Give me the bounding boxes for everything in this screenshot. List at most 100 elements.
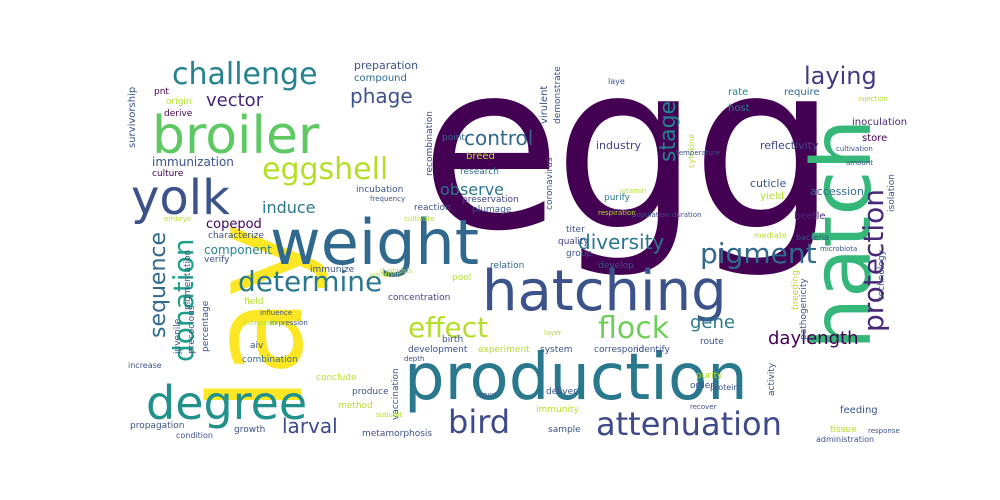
word: host: [728, 103, 750, 114]
word: metamorphosis: [362, 429, 433, 439]
word: virulent: [539, 85, 550, 124]
word: effect: [408, 311, 489, 344]
word: order: [690, 381, 714, 391]
word: subunit: [376, 411, 403, 419]
word: vector: [206, 90, 264, 111]
word: eggshell: [262, 152, 389, 187]
word: layer: [544, 329, 562, 337]
word: flock: [598, 311, 670, 346]
word: breed: [466, 151, 495, 162]
word: culture: [152, 169, 184, 179]
word: route: [700, 337, 724, 347]
word: produce: [352, 387, 389, 397]
word: aiv: [250, 341, 264, 351]
word: immunity: [536, 405, 579, 415]
word: plumage: [472, 205, 512, 215]
word: pnt: [154, 87, 169, 97]
word: origin: [166, 97, 192, 107]
word: microbiota: [820, 245, 858, 253]
word: birth: [442, 335, 464, 345]
word: preparation: [354, 59, 419, 72]
word: phage: [350, 84, 413, 108]
word: correspond: [594, 345, 645, 355]
word: attenuation: [596, 405, 782, 443]
word: titer: [566, 225, 585, 235]
word: induce: [262, 198, 316, 217]
word: vitamin: [620, 187, 647, 195]
word: broiler: [152, 106, 320, 166]
word: incubation: [356, 185, 404, 195]
word: experiment: [478, 345, 530, 355]
word: precocious: [187, 305, 197, 354]
word: purity: [696, 371, 723, 381]
word: activity: [767, 362, 777, 396]
word: point: [442, 133, 465, 143]
word: method: [338, 401, 373, 411]
word: egg: [420, 15, 837, 282]
word: require: [784, 87, 820, 98]
word: system: [540, 345, 573, 355]
word: identify: [636, 345, 670, 355]
word: cultivate: [404, 215, 435, 223]
word: weight: [270, 206, 480, 279]
word: quality: [558, 237, 589, 247]
word: mediate: [754, 231, 787, 240]
word: influence: [260, 309, 293, 317]
word: yield: [760, 191, 784, 202]
word: derive: [164, 109, 193, 119]
word: compound: [354, 73, 407, 84]
word: temperature: [676, 149, 720, 157]
word: variation: [370, 271, 401, 279]
word: combination: [242, 355, 298, 365]
word: expression: [270, 319, 308, 327]
word: recombination: [425, 111, 435, 176]
word: juvenile: [173, 318, 183, 354]
word: depth: [404, 355, 425, 363]
word: composition: [244, 319, 287, 327]
word: injection: [858, 95, 888, 103]
word: growth: [234, 425, 266, 435]
word: preservation: [462, 195, 519, 205]
word: tissue: [830, 425, 857, 435]
word: embryo: [164, 215, 191, 223]
word: immunization: [152, 155, 234, 169]
word: amount: [846, 159, 874, 167]
word: pigment: [700, 237, 817, 270]
word: relation: [490, 261, 525, 271]
word: accession: [810, 185, 864, 198]
word: sequence: [146, 231, 171, 338]
word: hatching: [482, 259, 727, 324]
word: propagation: [130, 421, 185, 431]
word: group: [566, 249, 593, 259]
word: store: [862, 133, 888, 144]
word: observe: [440, 180, 505, 199]
word: deliver: [546, 387, 577, 397]
word: determine: [238, 265, 383, 298]
word: pathogenicity: [799, 278, 809, 340]
word: survivorship: [127, 86, 138, 148]
word: beetle: [794, 211, 826, 222]
word: copepod: [206, 217, 262, 232]
word: reflectivity: [760, 139, 819, 152]
word: pool: [452, 273, 472, 283]
word: cultivation: [836, 145, 873, 153]
word: immunize: [310, 265, 355, 275]
word: technology: [877, 250, 887, 300]
word: characterize: [208, 231, 264, 241]
word: conclude: [316, 373, 357, 383]
word: population: [632, 211, 670, 219]
word: response: [868, 427, 900, 435]
word: cuticle: [750, 177, 787, 190]
word: diversity: [578, 230, 665, 254]
word: degree: [146, 376, 308, 430]
word: larval: [282, 414, 338, 438]
word: laye: [608, 77, 625, 86]
word: pigmentation: [183, 249, 193, 310]
word: research: [460, 167, 499, 177]
word: industry: [596, 139, 642, 152]
word: gene: [690, 312, 735, 333]
word: administration: [816, 435, 875, 444]
word: challenge: [172, 57, 318, 92]
word: develop: [598, 261, 634, 271]
